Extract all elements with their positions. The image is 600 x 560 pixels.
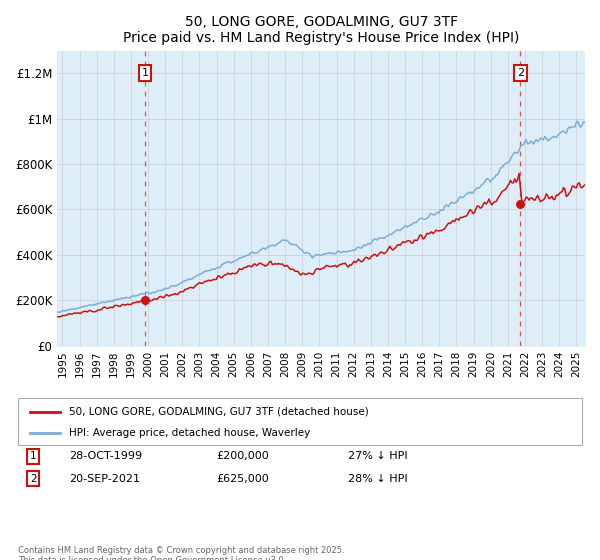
Text: 28-OCT-1999: 28-OCT-1999 [69, 451, 142, 461]
Text: 27% ↓ HPI: 27% ↓ HPI [348, 451, 407, 461]
Text: Contains HM Land Registry data © Crown copyright and database right 2025.
This d: Contains HM Land Registry data © Crown c… [18, 546, 344, 560]
Text: HPI: Average price, detached house, Waverley: HPI: Average price, detached house, Wave… [69, 428, 310, 438]
Text: 1: 1 [30, 451, 37, 461]
Point [140, 296, 150, 305]
Text: 2: 2 [30, 474, 37, 484]
Text: £625,000: £625,000 [216, 474, 269, 484]
Text: 20-SEP-2021: 20-SEP-2021 [69, 474, 140, 484]
Text: 1: 1 [142, 68, 149, 78]
Title: 50, LONG GORE, GODALMING, GU7 3TF
Price paid vs. HM Land Registry's House Price : 50, LONG GORE, GODALMING, GU7 3TF Price … [123, 15, 520, 45]
Text: 28% ↓ HPI: 28% ↓ HPI [348, 474, 407, 484]
Point [515, 199, 525, 208]
Text: 2: 2 [517, 68, 524, 78]
Text: £200,000: £200,000 [216, 451, 269, 461]
Text: 50, LONG GORE, GODALMING, GU7 3TF (detached house): 50, LONG GORE, GODALMING, GU7 3TF (detac… [69, 407, 369, 417]
